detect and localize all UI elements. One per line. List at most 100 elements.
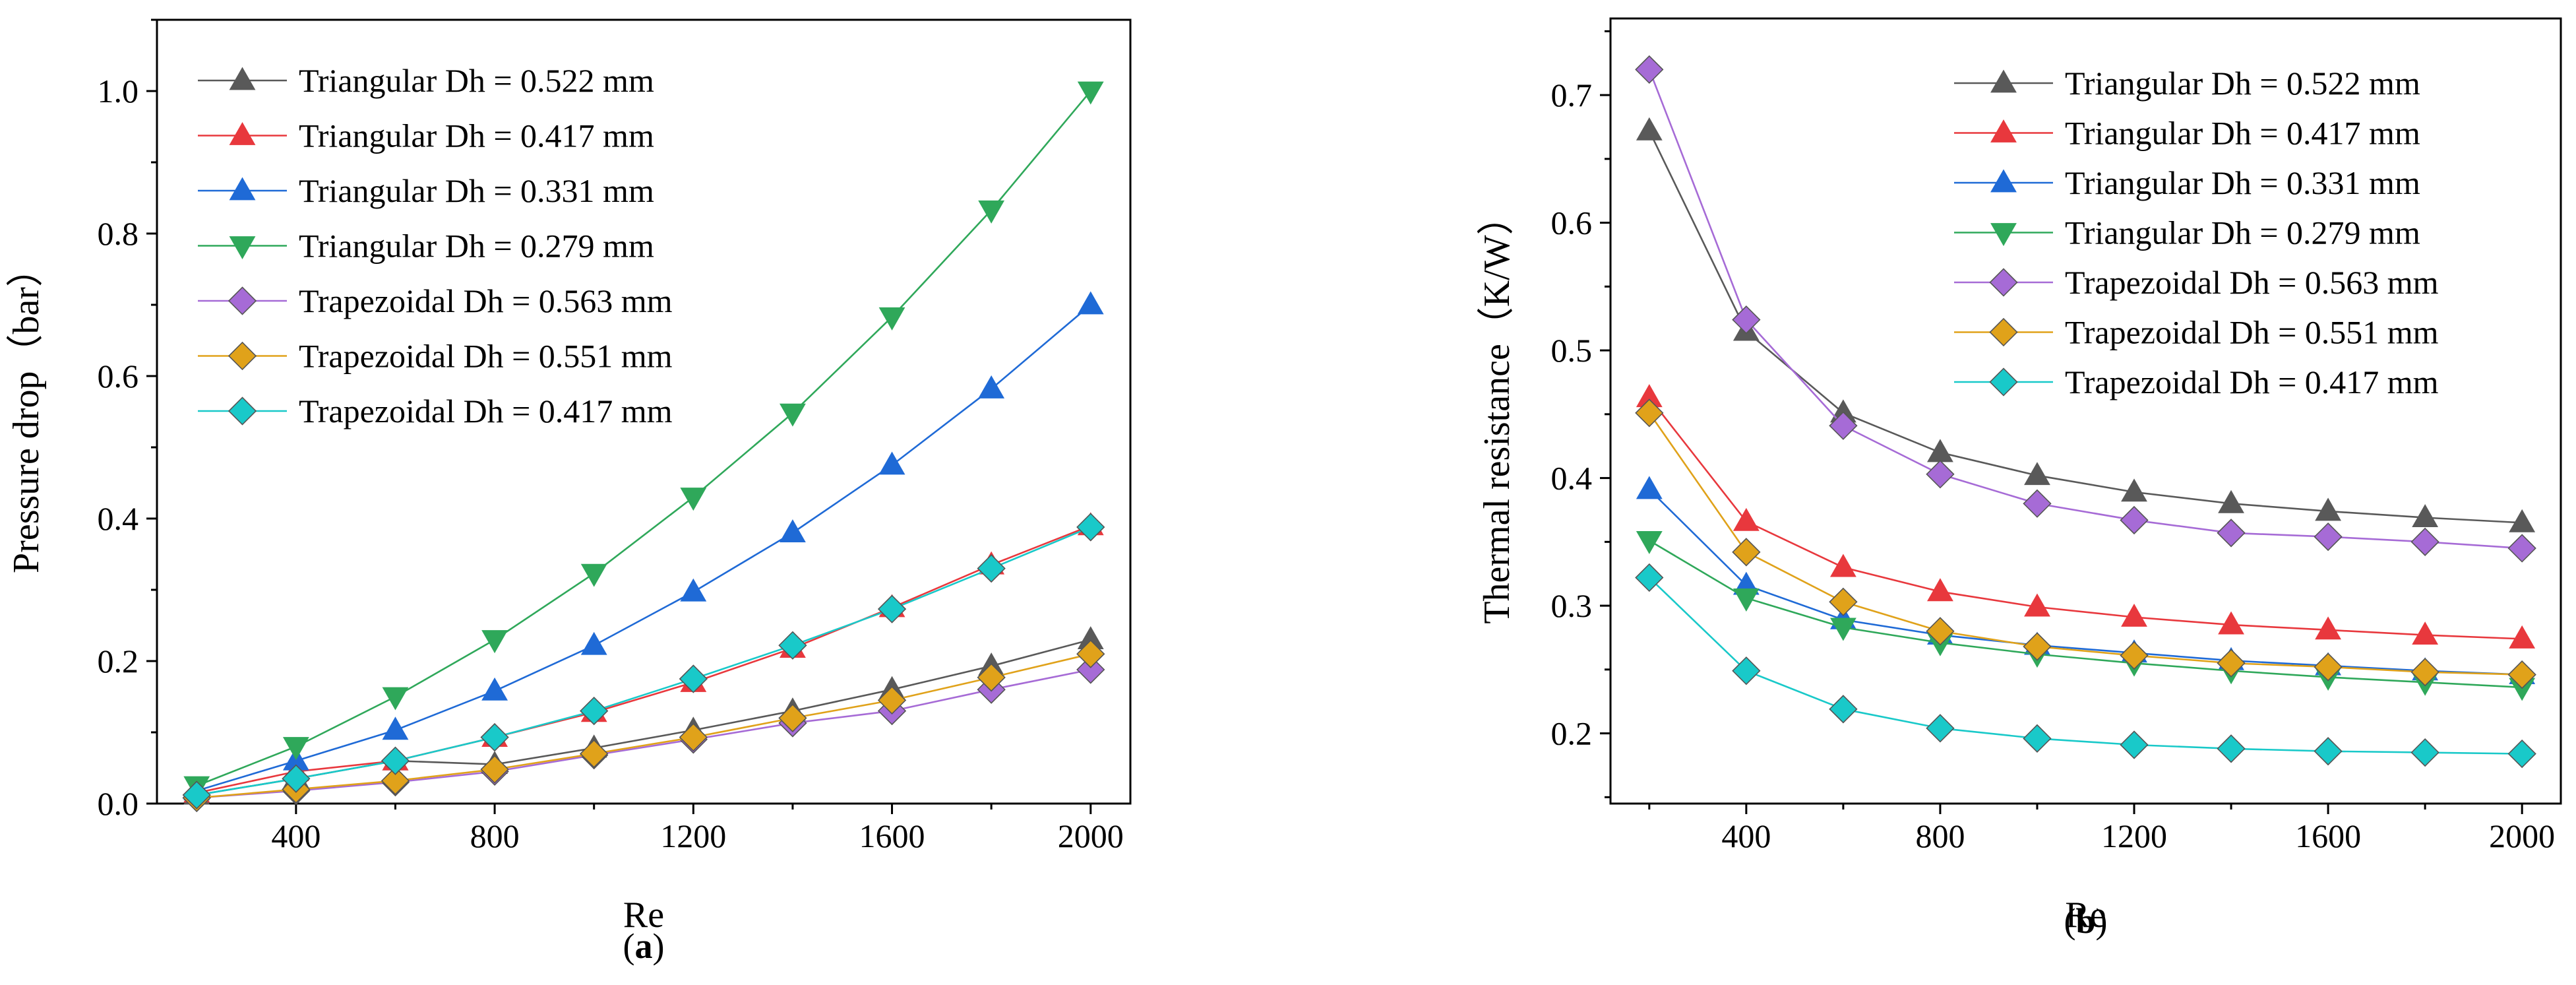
- data-point: [2410, 738, 2439, 767]
- legend-marker: [1989, 268, 2018, 297]
- data-point: [2024, 462, 2050, 486]
- data-point: [1076, 513, 1105, 542]
- plot-frame: [156, 18, 1132, 805]
- legend-label: Triangular Dh = 0.279 mm: [299, 228, 654, 265]
- data-point: [2412, 504, 2439, 527]
- data-point: [679, 664, 708, 693]
- x-axis-title: Re: [623, 895, 664, 936]
- x-tick-label: 1600: [2295, 817, 2361, 854]
- panel-label: (b): [2064, 901, 2107, 941]
- data-point: [2218, 611, 2244, 635]
- data-point: [2023, 632, 2052, 661]
- x-tick-label: 1200: [660, 817, 726, 854]
- series-2: [183, 291, 1104, 800]
- data-point: [680, 488, 707, 511]
- series-line: [197, 526, 1091, 796]
- legend: Triangular Dh = 0.522 mm Triangular Dh = …: [1954, 65, 2439, 400]
- x-tick-label: 2000: [1058, 817, 1124, 854]
- data-point: [1732, 656, 1761, 685]
- data-point: [2023, 489, 2052, 518]
- plot-frame: [1609, 17, 2562, 805]
- data-point: [679, 722, 708, 752]
- data-point: [1636, 117, 1663, 141]
- legend-label: Trapezoidal Dh = 0.417 mm: [2065, 364, 2439, 400]
- series-2: [1636, 476, 2536, 684]
- legend-marker: [1990, 223, 2017, 247]
- series-line: [197, 652, 1091, 799]
- series-0: [183, 626, 1104, 805]
- x-tick-label: 400: [1721, 817, 1771, 854]
- legend-item: Triangular Dh = 0.279 mm: [1954, 214, 2420, 251]
- data-point: [780, 519, 806, 543]
- data-point: [2218, 490, 2244, 513]
- y-tick-label: 0.0: [98, 785, 139, 822]
- data-point: [978, 375, 1005, 398]
- data-point: [2120, 730, 2149, 759]
- data-point: [978, 200, 1005, 224]
- data-point: [480, 722, 509, 752]
- data-point: [2121, 603, 2147, 627]
- panel-label-close: ): [2096, 901, 2108, 941]
- y-tick-label: 1.0: [98, 73, 139, 110]
- legend-item: Triangular Dh = 0.522 mm: [198, 62, 654, 99]
- legend-item: Triangular Dh = 0.279 mm: [198, 228, 654, 265]
- series-6: [182, 513, 1105, 810]
- y-tick-label: 0.4: [98, 500, 139, 537]
- legend-label: Triangular Dh = 0.417 mm: [299, 117, 654, 154]
- data-point: [2315, 497, 2342, 521]
- panel-label-letter: b: [2075, 901, 2095, 941]
- legend-item: Triangular Dh = 0.331 mm: [1954, 164, 2420, 201]
- data-point: [382, 716, 409, 740]
- legend-marker: [228, 397, 257, 426]
- data-point: [778, 631, 807, 660]
- series-line: [1648, 577, 2523, 755]
- data-point: [780, 403, 806, 427]
- panel-label-open: (: [2064, 901, 2075, 941]
- y-tick-label: 0.3: [1551, 587, 1593, 624]
- series-line: [196, 524, 1091, 794]
- data-point: [2509, 625, 2536, 649]
- legend-item: Trapezoidal Dh = 0.417 mm: [198, 393, 673, 429]
- y-axis-title: Thermal resistance（K/W）: [1477, 198, 1518, 623]
- x-tick-label: 800: [470, 817, 520, 854]
- series-3: [1636, 530, 2536, 701]
- data-point: [2410, 658, 2439, 687]
- legend-label: Triangular Dh = 0.331 mm: [299, 172, 654, 209]
- series-line: [1648, 69, 2523, 550]
- legend-marker: [1989, 317, 2018, 347]
- data-point: [1635, 563, 1664, 592]
- data-point: [1077, 81, 1104, 105]
- x-tick-label: 400: [271, 817, 321, 854]
- data-point: [877, 685, 907, 715]
- data-point: [1829, 587, 1858, 616]
- data-point: [977, 554, 1006, 583]
- legend-marker: [229, 121, 256, 145]
- series-1: [183, 512, 1104, 803]
- panel-label: (a): [623, 926, 665, 966]
- data-point: [580, 739, 609, 769]
- data-point: [481, 677, 508, 701]
- data-point: [1926, 617, 1955, 646]
- data-point: [2120, 641, 2149, 670]
- data-point: [2217, 519, 2246, 548]
- series-line: [1648, 397, 2523, 640]
- legend-marker: [229, 67, 256, 90]
- y-tick-label: 0.2: [98, 643, 139, 680]
- data-point: [1077, 291, 1104, 315]
- data-point: [878, 307, 905, 331]
- data-point: [680, 578, 707, 602]
- series-0: [1636, 117, 2536, 532]
- panel-label-letter: a: [635, 926, 653, 966]
- y-tick-label: 0.5: [1551, 332, 1593, 369]
- legend-marker: [228, 341, 257, 371]
- data-point: [2217, 649, 2246, 678]
- legend-item: Trapezoidal Dh = 0.551 mm: [198, 338, 673, 375]
- legend-label: Triangular Dh = 0.331 mm: [2065, 164, 2420, 201]
- data-point: [381, 746, 410, 775]
- data-point: [2314, 522, 2343, 552]
- y-tick-label: 0.6: [1551, 205, 1593, 241]
- data-point: [878, 451, 905, 475]
- data-point: [2024, 593, 2050, 617]
- chart-panel-b: 400 800 1200 1600 2000 0.2 0.3 0.4 0.5 0.6 0.7 Re Th…: [1477, 17, 2562, 941]
- data-point: [1732, 538, 1761, 567]
